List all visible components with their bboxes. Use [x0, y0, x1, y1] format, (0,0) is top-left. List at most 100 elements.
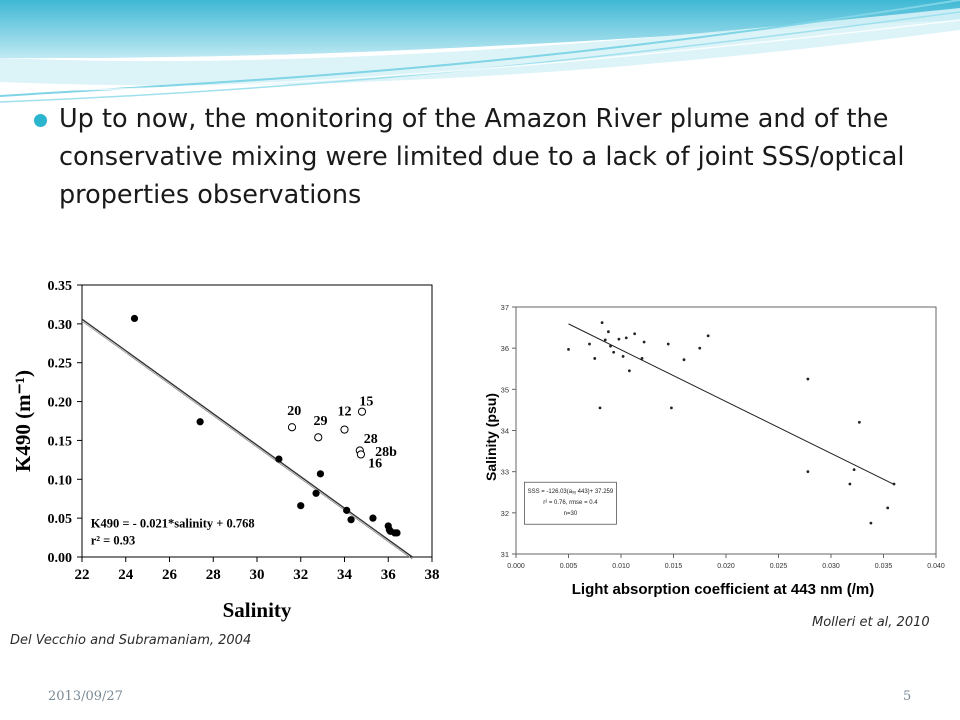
stats-box [524, 481, 617, 525]
data-point [852, 468, 856, 472]
x-tick-label: 0.010 [612, 563, 630, 570]
data-point [857, 420, 861, 424]
x-tick-label: 0.020 [717, 563, 735, 570]
point-label: 28 [364, 432, 378, 447]
stats-text: n=30 [564, 511, 578, 517]
point-label: 15 [359, 394, 373, 409]
data-point [706, 334, 710, 338]
x-tick-label: 36 [381, 567, 397, 583]
caption-right: Molleri et al, 2010 [812, 615, 930, 630]
data-point-open [314, 433, 323, 442]
data-point [666, 342, 670, 346]
data-point [603, 338, 607, 342]
x-tick-label: 0.030 [822, 563, 840, 570]
stats-text: r² = 0.76, rmse = 0.4 [543, 500, 598, 506]
data-point-open [287, 423, 297, 432]
data-point [612, 350, 616, 354]
x-tick-label: 22 [75, 567, 90, 583]
regression-line-shadow [81, 320, 413, 560]
data-point [682, 358, 686, 362]
wave-light [0, 8, 960, 86]
page-number: 5 [903, 689, 912, 704]
y-tick-label: 32 [501, 509, 509, 518]
x-axis-label: Salinity [223, 598, 292, 622]
data-point [848, 482, 852, 486]
bullet-text: Up to now, the monitoring of the Amazon … [59, 104, 905, 210]
data-point [598, 406, 602, 410]
header-wave-banner [0, 0, 960, 103]
data-point [642, 340, 646, 344]
x-tick-label: 24 [118, 567, 134, 583]
x-tick-label: 30 [250, 567, 265, 583]
data-point [588, 342, 591, 346]
data-point [624, 336, 628, 340]
x-axis-label: Light absorption coefficient at 443 nm (… [572, 581, 875, 598]
point-label: 20 [287, 404, 301, 419]
data-point [633, 332, 637, 336]
chart-k490-vs-salinity: 22 24 26 28 30 32 34 36 38 0.00 0.05 0.10 0.15 0.20 0.… [11, 279, 440, 622]
data-point [886, 506, 890, 510]
y-tick-label: 33 [501, 468, 509, 477]
x-tick-label: 38 [425, 567, 440, 583]
x-tick-label: 32 [293, 567, 308, 583]
x-tick-label: 0.040 [927, 563, 945, 570]
data-point [600, 321, 604, 325]
footer-date: 2013/09/27 [48, 689, 123, 704]
data-point [628, 369, 631, 373]
data-point [670, 406, 673, 410]
data-point [698, 346, 702, 350]
y-axis-label: Salinity (psu) [483, 393, 499, 481]
data-point [607, 330, 610, 334]
data-point-filled [312, 489, 320, 497]
y-tick-label: 0.05 [48, 512, 73, 527]
y-tick-label: 37 [501, 303, 509, 312]
y-tick-label: 34 [501, 427, 509, 436]
point-label: 16 [368, 457, 382, 472]
data-point-open [357, 407, 367, 416]
data-point [593, 357, 597, 360]
x-tick-label: 26 [162, 567, 178, 583]
x-tick-label: 0.000 [507, 563, 525, 570]
data-point-filled [316, 470, 325, 478]
data-point-filled [393, 529, 401, 537]
data-point-filled [369, 514, 377, 522]
x-tick-label: 0.005 [560, 563, 578, 570]
y-tick-label: 0.35 [48, 279, 73, 294]
y-tick-label: 31 [501, 550, 509, 559]
x-tick-label: 34 [337, 567, 353, 583]
point-label: 12 [338, 405, 352, 420]
data-point [806, 377, 810, 381]
y-axis-label: K490 (m⁻¹) [11, 370, 35, 472]
stats-text: SSS = -126.03(aₓᵧ 443)+ 37.259 [528, 489, 614, 495]
fit-r2: r² = 0.93 [91, 534, 136, 548]
y-tick-label: 0.00 [48, 551, 73, 566]
data-point [640, 357, 644, 360]
data-point [617, 337, 621, 341]
data-point-filled [297, 502, 305, 510]
point-label: 29 [313, 414, 327, 429]
y-tick-label: 35 [501, 385, 509, 394]
data-point [869, 521, 873, 525]
y-tick-label: 0.20 [48, 396, 73, 411]
bullet-dot-icon [34, 114, 47, 127]
data-point-filled [343, 506, 351, 514]
regression-line [568, 323, 895, 485]
regression-line [81, 318, 413, 558]
chart-salinity-vs-absorption: 0.000 0.005 0.010 0.015 0.020 0.025 0.030 0.035… [483, 303, 945, 598]
data-point [806, 470, 810, 474]
data-point [609, 344, 612, 348]
x-tick-label: 0.015 [665, 563, 683, 570]
caption-left: Del Vecchio and Subramaniam, 2004 [10, 633, 252, 648]
fit-equation: K490 = - 0.021*salinity + 0.768 [91, 516, 255, 530]
y-tick-label: 36 [501, 344, 509, 353]
data-point-filled [196, 418, 204, 426]
y-tick-label: 0.25 [48, 357, 73, 372]
wave-line-3 [0, 19, 960, 91]
y-tick-label: 0.30 [48, 318, 73, 333]
data-point-open [340, 425, 349, 434]
y-tick-label: 0.15 [48, 434, 73, 449]
wave-top [0, 0, 960, 59]
x-tick-label: 0.035 [875, 563, 893, 570]
x-tick-label: 0.025 [770, 563, 788, 570]
data-point-filled [130, 314, 139, 323]
